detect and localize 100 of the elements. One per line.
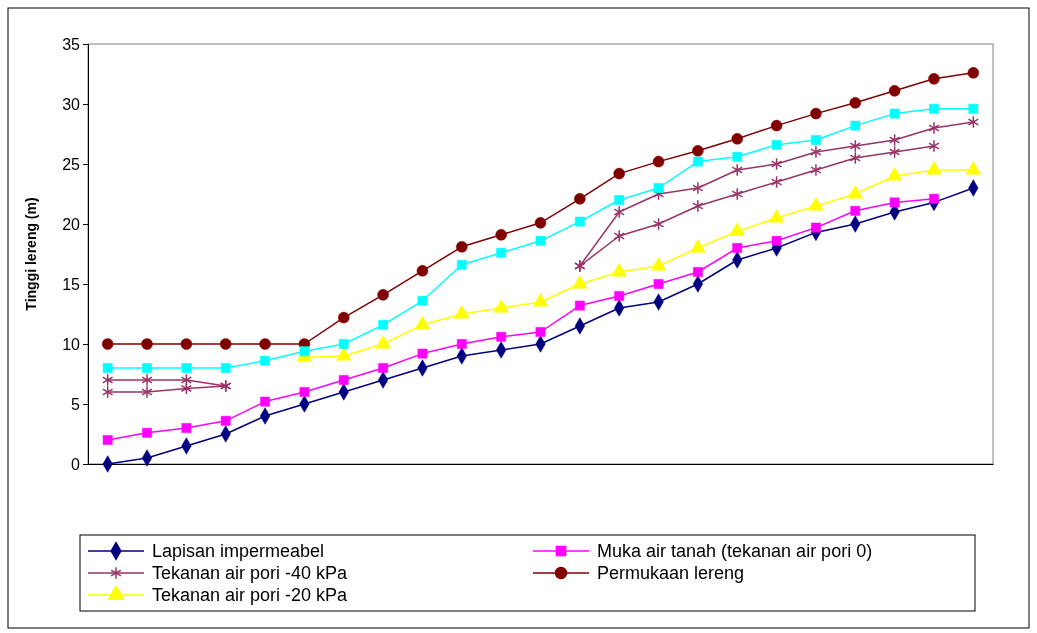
point: [141, 385, 153, 399]
point: [574, 216, 585, 227]
point: [693, 156, 703, 167]
point: [690, 239, 706, 253]
legend-label: Permukaan lereng: [597, 563, 745, 583]
point: [259, 338, 271, 350]
point: [613, 167, 625, 180]
point: [732, 151, 743, 162]
point: [338, 339, 349, 349]
point: [811, 135, 821, 145]
point: [770, 119, 783, 132]
point: [414, 316, 431, 330]
point: [889, 108, 900, 119]
point: [417, 348, 428, 359]
point: [886, 167, 903, 181]
point: [731, 133, 743, 145]
y-tick-label: 10: [62, 335, 81, 353]
point: [260, 396, 270, 407]
point: [180, 381, 193, 395]
point: [808, 197, 824, 211]
point: [141, 338, 153, 350]
point: [375, 335, 391, 349]
point: [574, 193, 586, 205]
point: [928, 73, 940, 85]
point: [299, 387, 310, 397]
y-tick-label: 30: [62, 95, 81, 113]
point: [102, 373, 114, 387]
point: [260, 355, 270, 366]
point: [338, 311, 350, 324]
legend-label: Tekanan air pori -20 kPa: [152, 585, 349, 605]
point: [847, 185, 863, 199]
point: [493, 299, 509, 313]
point: [454, 305, 470, 319]
point: [613, 205, 625, 219]
point: [613, 229, 625, 243]
point: [693, 267, 703, 277]
y-tick-label: 0: [71, 455, 81, 473]
point: [849, 139, 861, 153]
point: [731, 163, 743, 177]
point: [652, 217, 665, 231]
point: [180, 338, 193, 350]
point: [336, 347, 352, 361]
point: [535, 235, 546, 246]
point: [692, 181, 704, 195]
point: [653, 183, 664, 193]
point: [810, 163, 822, 177]
y-tick-label: 5: [71, 395, 81, 413]
y-axis-title: Tinggi lereng (m): [23, 197, 39, 311]
point: [377, 289, 389, 301]
point: [534, 217, 547, 229]
point: [572, 275, 588, 289]
y-tick-label: 20: [62, 215, 81, 233]
point: [771, 139, 782, 150]
point: [181, 363, 192, 373]
point: [810, 107, 822, 120]
point: [888, 133, 901, 147]
point: [849, 97, 862, 109]
point: [574, 300, 585, 311]
point: [888, 145, 901, 159]
point: [416, 265, 429, 277]
point: [770, 175, 783, 189]
point: [965, 161, 981, 175]
point: [731, 187, 743, 201]
point: [692, 199, 704, 213]
point: [967, 115, 979, 129]
point: [102, 435, 113, 445]
point: [417, 295, 428, 306]
point: [378, 363, 388, 373]
point: [496, 247, 507, 258]
point: [888, 85, 901, 97]
point: [810, 145, 822, 159]
point: [968, 103, 979, 114]
point: [771, 235, 782, 246]
point: [220, 363, 231, 373]
point: [378, 319, 388, 330]
point: [181, 423, 192, 433]
point: [653, 279, 664, 289]
point: [456, 339, 467, 349]
y-tick-label: 35: [62, 35, 81, 53]
point: [889, 197, 900, 208]
point: [535, 327, 546, 337]
point: [102, 385, 114, 399]
point: [850, 205, 861, 216]
point: [650, 257, 667, 271]
point: [770, 157, 783, 171]
point: [967, 67, 980, 79]
point: [768, 209, 785, 223]
y-tick-label: 15: [62, 275, 81, 293]
point: [532, 293, 549, 307]
point: [102, 363, 113, 373]
point: [928, 121, 940, 135]
point: [811, 222, 821, 233]
point: [614, 195, 625, 205]
point: [338, 375, 349, 385]
point: [219, 338, 232, 350]
y-tick-label: 25: [62, 155, 81, 173]
legend-label: Muka air tanah (tekanan air pori 0): [597, 541, 873, 561]
point: [849, 151, 861, 165]
legend-label: Lapisan impermeabel: [152, 541, 325, 561]
point: [611, 263, 627, 277]
